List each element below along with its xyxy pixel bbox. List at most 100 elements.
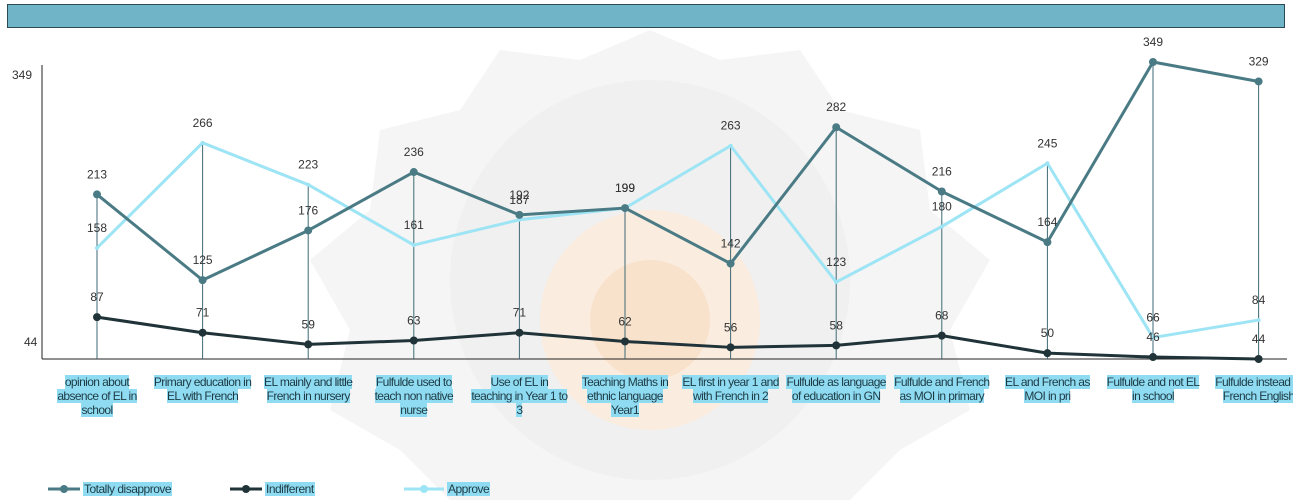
value-label-indifferent-9: 68 (935, 309, 949, 323)
point-totally-disapprove-12 (1254, 77, 1263, 86)
value-label-approve-8: 123 (826, 255, 846, 269)
category-label-text-7: EL first in year 1 and with French in 2 (682, 375, 779, 403)
header-bar (7, 4, 1285, 28)
value-label-indifferent-7: 56 (724, 320, 738, 334)
category-label-text-10: EL and French as MOI in pri (1005, 375, 1090, 403)
value-label-approve-6: 199 (615, 181, 635, 195)
value-label-approve-1: 158 (87, 221, 107, 235)
value-label-totally-disapprove-7: 142 (721, 237, 741, 251)
value-label-indifferent-8: 58 (830, 318, 844, 332)
category-label-11: Fulfulde and not EL in school (1103, 375, 1203, 403)
value-label-indifferent-12: 44 (1252, 332, 1266, 346)
category-label-6: Teaching Maths in ethnic language Year1 (575, 375, 675, 417)
value-label-indifferent-1: 87 (90, 290, 104, 304)
series-line-approve (95, 141, 1259, 340)
category-label-text-2: Primary education in EL with French (153, 375, 252, 403)
category-label-10: EL and French as MOI in pri (997, 375, 1097, 403)
point-totally-disapprove-6 (621, 204, 629, 213)
value-label-indifferent-4: 63 (407, 313, 421, 327)
legend-item-indifferent: Indifferent (230, 482, 315, 496)
value-label-approve-10: 245 (1037, 136, 1057, 150)
value-label-indifferent-3: 59 (302, 317, 316, 331)
value-label-totally-disapprove-12: 329 (1249, 54, 1269, 68)
value-label-indifferent-10: 50 (1041, 326, 1055, 340)
value-label-indifferent-11: 46 (1146, 330, 1160, 344)
point-totally-disapprove-5 (515, 210, 524, 219)
category-label-text-8: Fulfulde as language of education in GN (786, 375, 886, 403)
point-totally-disapprove-3 (304, 226, 313, 235)
point-totally-disapprove-7 (726, 259, 735, 268)
point-totally-disapprove-4 (409, 168, 418, 177)
category-label-text-4: Fulfulde used to teach non native nurse (374, 375, 454, 417)
value-label-indifferent-6: 62 (618, 314, 632, 328)
value-label-totally-disapprove-3: 176 (298, 203, 318, 217)
value-labels-layer: 213 125 176 236 192 199 142 282 216 164 349 329 87 71… (87, 35, 1269, 346)
point-indifferent-4 (409, 336, 418, 345)
category-label-7: EL first in year 1 and with French in 2 (681, 375, 781, 403)
point-indifferent-8 (832, 341, 841, 350)
series-totally-disapprove (93, 58, 1263, 285)
category-label-1: opinion about absence of EL in school (47, 375, 147, 417)
point-approve-12 (1256, 318, 1261, 323)
point-totally-disapprove-8 (832, 123, 841, 132)
point-approve-1 (95, 245, 99, 250)
value-label-totally-disapprove-5: 192 (509, 188, 529, 202)
value-label-indifferent-5: 71 (513, 306, 527, 320)
point-approve-8 (834, 280, 839, 285)
point-indifferent-10 (1043, 349, 1052, 358)
legend-item-totally-disapprove: Totally disapprove (48, 482, 173, 496)
value-label-totally-disapprove-9: 216 (932, 165, 952, 179)
point-approve-2 (200, 140, 205, 145)
value-label-totally-disapprove-10: 164 (1037, 215, 1057, 229)
point-totally-disapprove-11 (1149, 58, 1157, 66)
point-approve-3 (306, 182, 311, 187)
value-label-totally-disapprove-1: 213 (87, 167, 107, 181)
point-indifferent-5 (515, 328, 524, 337)
category-label-4: Fulfulde used to teach non native nurse (364, 375, 464, 417)
point-indifferent-9 (937, 331, 946, 340)
category-label-text-1: opinion about absence of EL in school (57, 375, 137, 417)
point-approve-4 (411, 243, 416, 248)
legend-marker-indifferent (230, 485, 262, 493)
value-label-approve-9: 180 (932, 200, 952, 214)
point-approve-9 (939, 224, 944, 229)
point-indifferent-11 (1149, 353, 1157, 362)
point-totally-disapprove-2 (198, 276, 207, 285)
series-layer (93, 58, 1263, 363)
category-label-text-11: Fulfulde and not EL in school (1106, 375, 1200, 403)
point-totally-disapprove-9 (937, 187, 946, 196)
chart-axes (41, 65, 1287, 360)
point-totally-disapprove-10 (1043, 238, 1052, 247)
series-line-totally-disapprove (96, 60, 1259, 282)
legend-label-totally-disapprove: Totally disapprove (83, 482, 173, 496)
value-label-approve-2: 266 (193, 116, 213, 130)
category-label-3: EL mainly and little French in nursery (258, 375, 358, 403)
point-indifferent-3 (304, 340, 313, 349)
point-indifferent-7 (726, 343, 735, 352)
value-label-approve-5: 187 (509, 193, 529, 207)
value-label-approve-3: 223 (298, 158, 318, 172)
legend-label-indifferent: Indifferent (265, 482, 315, 496)
point-approve-7 (728, 143, 733, 148)
point-indifferent-12 (1254, 355, 1263, 363)
value-label-approve-11: 66 (1146, 311, 1160, 325)
y-tick-label-min: 44 (24, 335, 38, 349)
legend-marker-approve (404, 485, 444, 493)
series-line-indifferent (96, 315, 1259, 361)
category-label-text-5: Use of EL in teaching in Year 1 to 3 (471, 375, 568, 417)
point-approve-11 (1151, 335, 1155, 340)
drop-lines (96, 62, 1260, 359)
value-label-totally-disapprove-2: 125 (193, 253, 213, 267)
series-approve (95, 140, 1261, 340)
category-label-2: Primary education in EL with French (153, 375, 253, 403)
series-indifferent (93, 313, 1263, 363)
category-label-9: Fulfulde and French as MOI in primary (892, 375, 992, 403)
value-label-totally-disapprove-8: 282 (826, 100, 846, 114)
value-label-approve-4: 161 (404, 218, 424, 232)
category-label-text-12: Fulfulde instead of French English (1215, 375, 1293, 403)
category-label-text-3: EL mainly and little French in nursery (264, 375, 353, 403)
category-label-text-9: Fulfulde and French as MOI in primary (894, 375, 990, 403)
category-label-text-6: Teaching Maths in ethnic language Year1 (581, 375, 669, 417)
legend-marker-totally-disapprove (48, 485, 80, 493)
